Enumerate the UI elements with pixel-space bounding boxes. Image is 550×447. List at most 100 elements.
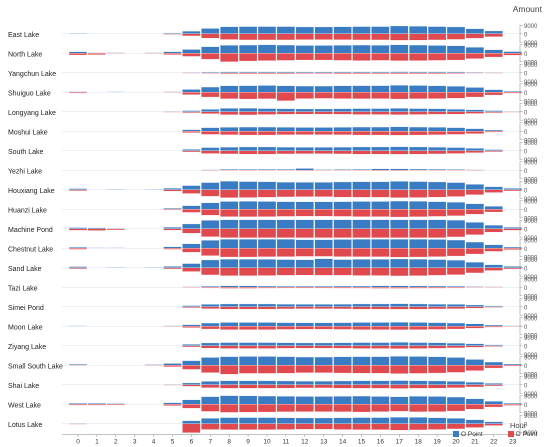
o-point-bar xyxy=(220,356,239,366)
x-tick-label: 2 xyxy=(114,439,118,446)
o-point-bar xyxy=(427,285,447,288)
o-point-bar xyxy=(371,259,390,268)
d-point-bar xyxy=(446,92,466,99)
o-point-bar xyxy=(276,85,296,93)
d-point-bar xyxy=(201,189,220,197)
x-tick-label: 5 xyxy=(171,439,175,446)
d-point-bar xyxy=(503,189,522,192)
d-point-bar xyxy=(201,345,220,349)
o-point-bar xyxy=(352,322,371,327)
o-point-bar xyxy=(220,180,239,190)
o-point-bar xyxy=(238,219,258,229)
d-point-bar xyxy=(257,53,277,61)
o-point-bar xyxy=(68,188,88,190)
d-point-bar xyxy=(409,92,428,99)
value-tick-label: 0 xyxy=(524,286,528,292)
d-point-bar xyxy=(163,111,182,113)
o-point-bar xyxy=(427,108,447,112)
o-point-bar xyxy=(352,380,371,385)
d-point-bar xyxy=(238,365,258,374)
d-point-bar xyxy=(427,306,447,310)
o-point-bar xyxy=(295,219,314,229)
value-tick-label: 9000 xyxy=(524,414,538,420)
o-point-bar xyxy=(106,247,125,249)
d-point-bar xyxy=(182,365,201,370)
d-point-bar xyxy=(352,365,371,374)
row-label: Sand Lake xyxy=(8,266,42,273)
o-point-bar xyxy=(220,285,239,288)
value-tick-label: 9000 xyxy=(524,297,538,303)
d-point-bar xyxy=(333,404,352,412)
o-point-bar xyxy=(503,188,522,190)
d-point-bar xyxy=(465,92,485,98)
o-point-bar xyxy=(182,420,201,424)
o-point-bar xyxy=(314,108,333,112)
d-point-bar xyxy=(465,72,485,74)
o-point-bar xyxy=(446,45,466,54)
value-tick-label: 0 xyxy=(524,188,528,194)
row-label: South Lake xyxy=(8,149,44,156)
o-point-bar xyxy=(427,181,447,190)
value-tick-label: 9000 xyxy=(524,199,538,205)
o-point-bar xyxy=(333,342,352,346)
o-point-bar xyxy=(390,108,409,112)
d-point-bar xyxy=(465,33,485,39)
d-point-bar xyxy=(484,326,503,328)
d-point-bar xyxy=(446,248,466,257)
value-tick-label: 9000 xyxy=(524,294,538,300)
o-point-bar xyxy=(446,357,466,366)
o-point-bar xyxy=(220,45,239,54)
d-point-bar xyxy=(352,150,371,155)
o-point-bar xyxy=(182,243,201,249)
o-point-bar xyxy=(257,126,277,132)
d-point-bar xyxy=(220,267,239,276)
d-point-bar xyxy=(276,345,296,349)
o-point-bar xyxy=(352,108,371,112)
o-point-bar xyxy=(257,322,277,327)
value-tick-label: 9000 xyxy=(524,99,538,105)
o-point-bar xyxy=(257,239,277,249)
o-point-bar xyxy=(257,146,277,151)
d-point-bar xyxy=(503,365,522,367)
o-point-bar xyxy=(465,398,485,405)
d-point-bar xyxy=(409,33,428,41)
d-point-bar xyxy=(276,384,296,389)
o-point-bar xyxy=(390,181,409,190)
d-point-bar xyxy=(465,189,485,195)
o-point-bar xyxy=(465,323,485,327)
o-point-bar xyxy=(409,303,428,307)
o-point-bar xyxy=(314,127,333,132)
o-point-bar xyxy=(182,110,201,112)
d-point-bar xyxy=(257,306,277,310)
d-point-bar xyxy=(409,189,428,198)
o-point-bar xyxy=(238,44,258,54)
o-point-bar xyxy=(220,417,239,424)
o-point-bar xyxy=(409,146,428,151)
o-point-bar xyxy=(371,146,390,151)
o-point-bar xyxy=(201,259,220,268)
o-point-bar xyxy=(295,239,314,249)
o-point-bar xyxy=(276,146,296,151)
o-point-bar xyxy=(314,417,333,424)
d-point-bar xyxy=(182,53,201,57)
d-point-bar xyxy=(314,53,333,61)
d-point-bar xyxy=(409,384,428,389)
d-point-bar xyxy=(314,131,333,135)
o-point-bar xyxy=(409,342,428,346)
o-point-bar xyxy=(314,322,333,327)
o-point-bar xyxy=(371,239,390,249)
d-point-bar xyxy=(220,170,239,172)
d-point-bar xyxy=(465,287,485,289)
o-point-bar xyxy=(371,168,390,171)
d-point-bar xyxy=(352,267,371,276)
o-point-bar xyxy=(409,219,428,229)
o-point-bar xyxy=(220,322,239,327)
d-point-bar xyxy=(352,404,371,413)
d-point-bar xyxy=(409,345,428,349)
d-point-bar xyxy=(257,423,277,430)
d-point-bar xyxy=(276,150,296,155)
o-point-bar xyxy=(371,85,390,93)
d-point-bar xyxy=(333,92,352,99)
o-point-bar xyxy=(276,44,296,54)
d-point-bar xyxy=(314,365,333,373)
